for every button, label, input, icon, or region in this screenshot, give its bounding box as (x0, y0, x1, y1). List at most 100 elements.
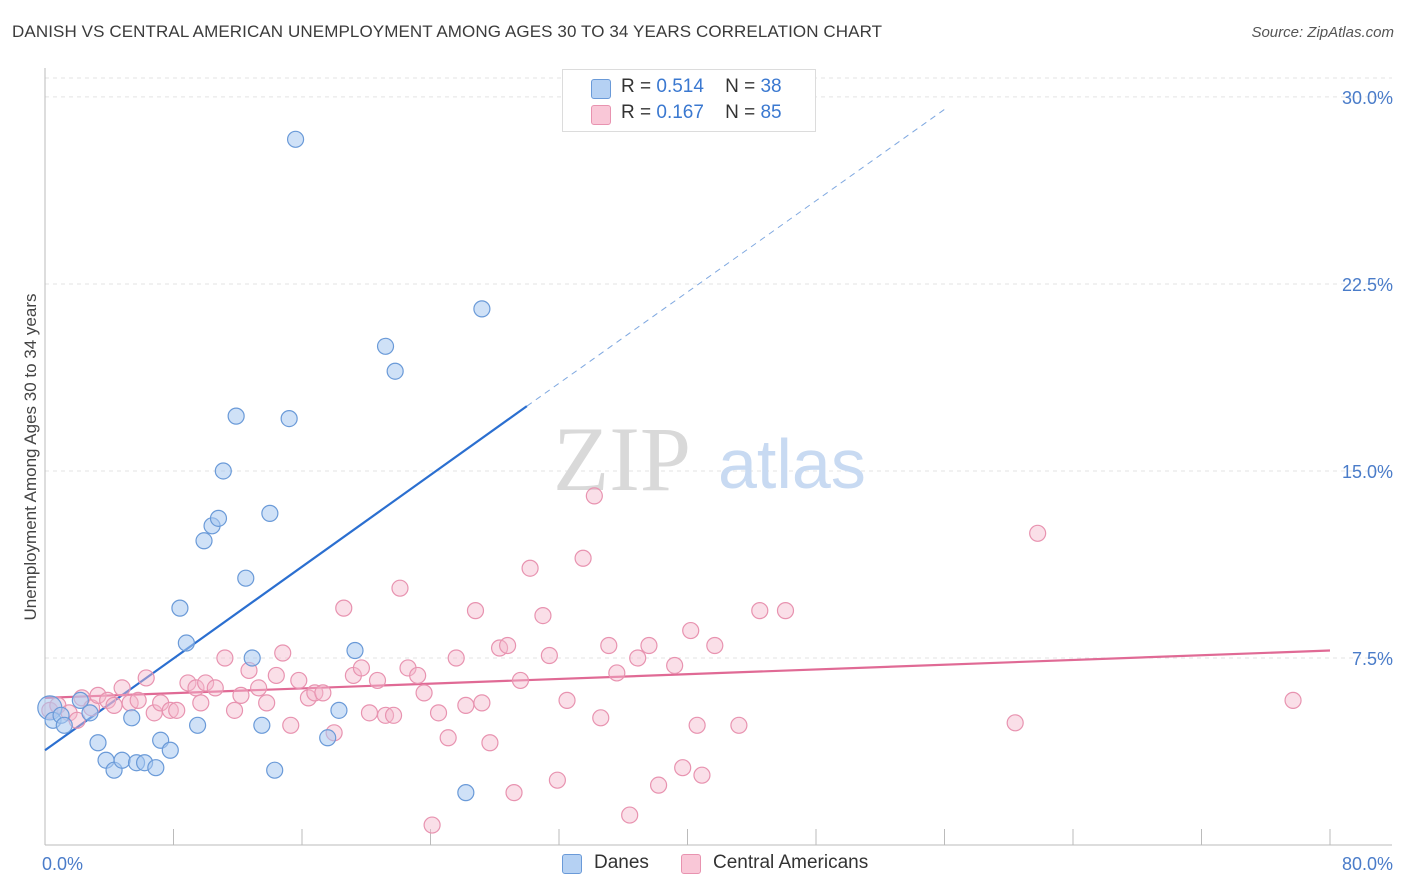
central-american-point (585, 487, 603, 505)
central-american-point (505, 784, 523, 802)
central-american-point (267, 666, 285, 685)
central-american-point (558, 691, 576, 709)
central-american-point (225, 701, 244, 719)
danes-point (376, 337, 395, 355)
danes-point (209, 509, 228, 527)
central-american-point (751, 602, 769, 620)
central-american-point (540, 646, 558, 665)
central-american-point (282, 716, 300, 734)
central-american-point (682, 621, 700, 640)
danes-point (253, 716, 271, 734)
danes-trend-extension (526, 108, 945, 407)
legend-row-danes: R = 0.514 N = 38 (621, 76, 782, 98)
y-tick-labels: 7.5% 15.0% 22.5% 30.0% (1342, 88, 1393, 669)
central-american-point (574, 549, 592, 567)
central-american-point (409, 666, 427, 685)
central-american-point (206, 679, 224, 697)
y-axis-label: Unemployment Among Ages 30 to 34 years (21, 294, 40, 621)
bottom-legend-label-danes: Danes (594, 852, 649, 873)
danes-point (243, 649, 261, 667)
legend-n-label-central: N = (725, 102, 756, 123)
danes-point (195, 532, 213, 550)
danes-trend-line (44, 405, 528, 752)
danes-point (123, 709, 141, 727)
central-american-point (360, 704, 379, 722)
central-american-point (457, 696, 475, 714)
central-american-point (693, 766, 711, 784)
central-american-point (674, 759, 692, 777)
central-american-point (521, 559, 539, 577)
danes-point (89, 734, 107, 752)
central-american-point (352, 659, 371, 677)
y-tick-label: 30.0% (1342, 88, 1393, 108)
central-american-point (129, 691, 147, 709)
danes-point (147, 759, 165, 777)
central-american-point (113, 679, 131, 697)
central-american-point (1029, 524, 1047, 542)
central-american-point (776, 602, 795, 620)
central-american-point (168, 701, 186, 719)
danes-point (188, 716, 207, 734)
watermark-atlas: atlas (718, 425, 866, 503)
danes-point (171, 599, 189, 617)
y-tick-label: 7.5% (1352, 649, 1393, 669)
danes-point (330, 701, 348, 719)
danes-point (237, 569, 255, 587)
central-american-point (688, 716, 706, 734)
danes-points (37, 130, 491, 802)
central-american-point (649, 776, 668, 794)
central-american-point (706, 636, 724, 655)
central-trend-line (44, 649, 1331, 699)
central-american-point (1006, 714, 1024, 732)
central-american-point (335, 599, 353, 617)
source-credit: Source: ZipAtlas.com (1251, 24, 1394, 41)
central-american-point (548, 771, 566, 789)
central-american-point (621, 806, 639, 824)
x-tick-label: 80.0% (1342, 854, 1393, 874)
central-american-point (105, 696, 123, 714)
central-american-points (41, 487, 1302, 834)
y-tick-label: 15.0% (1342, 462, 1393, 482)
central-american-point (447, 649, 465, 667)
danes-point (113, 751, 131, 769)
legend-r-label-central: R = (621, 102, 652, 123)
danes-point (280, 410, 298, 428)
legend-n-value-central: 85 (760, 102, 782, 123)
x-tick-label: 0.0% (42, 854, 83, 874)
legend-swatch-central (591, 105, 611, 125)
bottom-legend-danes: Danes (562, 852, 649, 874)
bottom-swatch-central (681, 854, 701, 874)
central-american-point (250, 679, 268, 697)
x-tick-labels: 0.0% 80.0% (42, 854, 1393, 874)
y-tick-label: 22.5% (1342, 275, 1393, 295)
legend-r-label-danes: R = (621, 76, 652, 97)
legend-swatch-danes (591, 79, 611, 99)
central-american-point (216, 649, 234, 667)
legend-row-central: R = 0.167 N = 85 (621, 102, 782, 124)
central-american-point (274, 644, 292, 662)
danes-point (286, 130, 305, 148)
danes-point (227, 407, 245, 425)
bottom-swatch-danes (562, 854, 582, 874)
danes-point (261, 504, 279, 522)
danes-point (177, 634, 195, 652)
danes-point (346, 641, 364, 660)
bottom-legend-central: Central Americans (681, 852, 868, 874)
danes-point (214, 462, 232, 480)
danes-point (81, 704, 99, 722)
central-american-point (466, 602, 485, 620)
central-american-point (384, 706, 403, 724)
central-american-point (481, 734, 499, 752)
central-american-point (391, 579, 409, 597)
central-american-point (137, 669, 155, 687)
central-american-point (415, 684, 433, 702)
central-american-point (429, 704, 448, 722)
central-american-point (314, 684, 332, 702)
central-american-point (600, 636, 618, 655)
central-american-point (89, 686, 107, 704)
central-american-point (473, 694, 491, 712)
central-american-point (368, 671, 387, 690)
central-american-point (197, 674, 215, 692)
trend-lines (44, 108, 1331, 752)
